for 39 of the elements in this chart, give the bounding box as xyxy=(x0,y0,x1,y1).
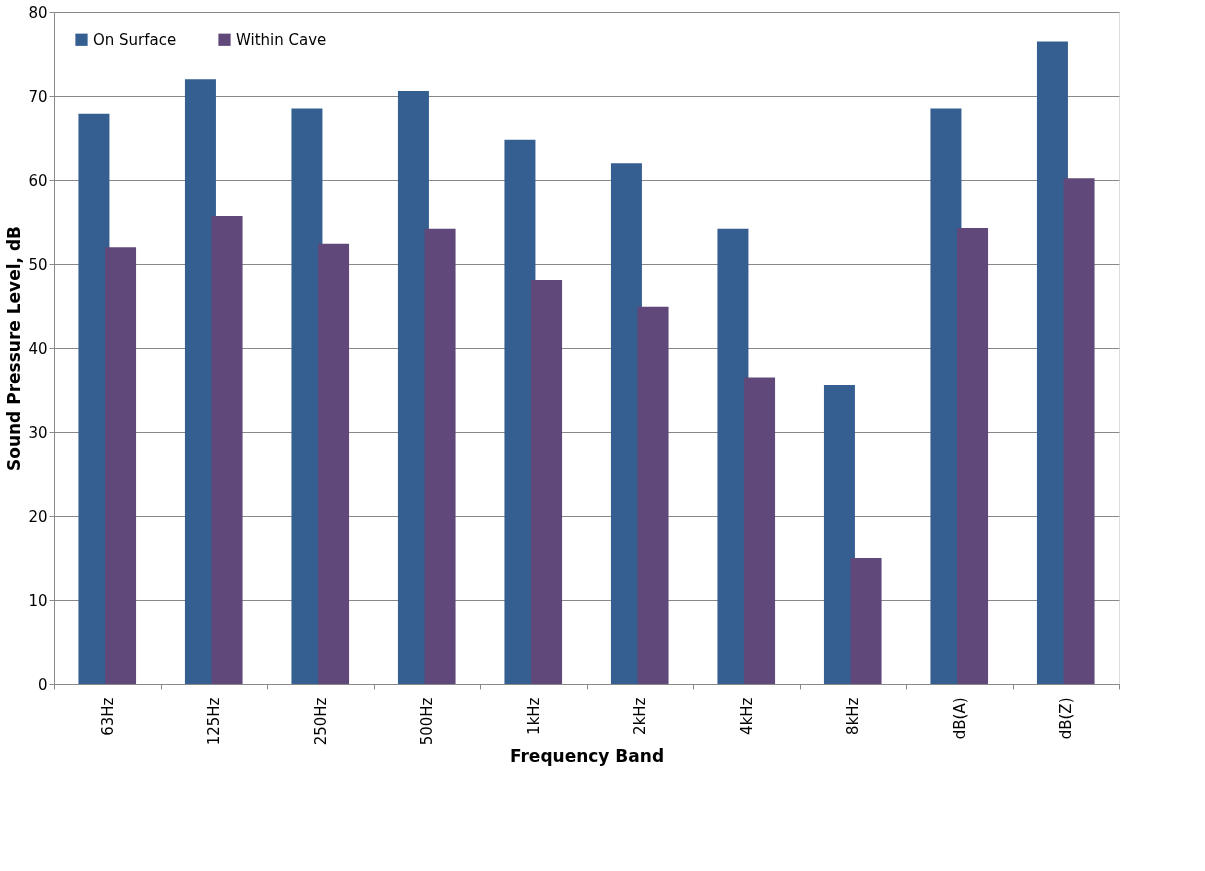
x-tick-label: dB(Z) xyxy=(1057,697,1076,740)
bar xyxy=(850,558,882,684)
x-tick-label: dB(A) xyxy=(950,697,969,740)
bar xyxy=(211,216,243,684)
x-tick-label: 1kHz xyxy=(524,697,543,735)
bar xyxy=(744,377,776,684)
bar xyxy=(823,384,855,684)
bar xyxy=(531,279,563,684)
bar xyxy=(105,247,137,684)
x-tick-label: 4kHz xyxy=(737,697,756,735)
bar xyxy=(1063,178,1095,684)
x-tick-label: 8kHz xyxy=(844,697,863,735)
y-tick-label: 0 xyxy=(37,675,48,694)
x-tick-label: 250Hz xyxy=(311,697,330,746)
y-tick-label: 40 xyxy=(28,339,48,358)
bar xyxy=(78,113,110,684)
x-tick-label: 63Hz xyxy=(98,697,117,736)
y-tick-label: 80 xyxy=(28,3,48,22)
legend-label: On Surface xyxy=(93,30,177,49)
x-axis-title: Frequency Band xyxy=(509,746,665,767)
bar xyxy=(957,227,989,684)
bar xyxy=(610,163,642,684)
legend-label: Within Cave xyxy=(236,30,327,49)
bar xyxy=(291,108,323,684)
bar xyxy=(318,243,350,684)
bar xyxy=(397,90,429,684)
y-tick-label: 60 xyxy=(28,171,48,190)
x-tick-label: 2kHz xyxy=(631,697,650,735)
bar xyxy=(717,228,749,684)
y-tick-label: 20 xyxy=(28,507,48,526)
y-axis-title: Sound Pressure Level, dB xyxy=(4,225,25,472)
y-tick-label: 70 xyxy=(28,87,48,106)
bar xyxy=(424,228,456,684)
y-tick-label: 50 xyxy=(28,255,48,274)
y-tick-label: 30 xyxy=(28,423,48,442)
y-tick-label: 10 xyxy=(28,591,48,610)
bar xyxy=(637,306,669,684)
x-tick-label: 125Hz xyxy=(205,697,224,746)
x-tick-label: 500Hz xyxy=(418,697,437,746)
